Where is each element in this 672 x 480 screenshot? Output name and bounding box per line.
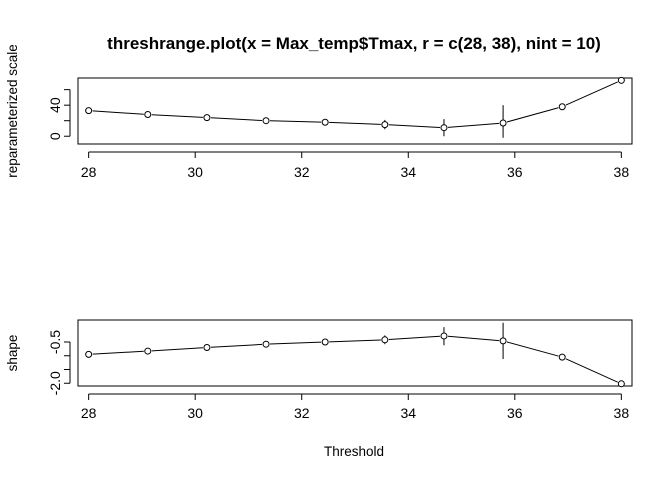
chart-title: threshrange.plot(x = Max_temp$Tmax, r = … xyxy=(107,34,601,53)
data-point xyxy=(440,332,448,340)
series-segment xyxy=(210,343,263,348)
x-tick-label: 38 xyxy=(614,405,630,421)
data-point xyxy=(144,347,152,355)
x-tick-label: 28 xyxy=(81,405,97,421)
data-point xyxy=(440,124,448,132)
y-axis-label: reparameterized scale xyxy=(5,44,20,178)
data-point xyxy=(617,380,625,388)
y-axis-label: shape xyxy=(5,335,20,372)
data-point xyxy=(144,110,152,118)
series-segment xyxy=(92,110,144,115)
data-point xyxy=(203,114,211,122)
x-tick-label: 32 xyxy=(294,164,310,180)
series-segment xyxy=(270,120,322,123)
series-segment xyxy=(565,358,618,383)
data-point xyxy=(499,119,507,127)
series-segment xyxy=(329,339,381,343)
y-tick-label: 40 xyxy=(47,97,63,113)
data-point xyxy=(381,336,389,344)
data-point xyxy=(85,107,93,115)
x-tick-label: 34 xyxy=(400,164,416,180)
series-segment xyxy=(506,107,559,123)
series-segment xyxy=(447,122,500,128)
series-segment xyxy=(92,350,144,355)
data-point xyxy=(558,353,566,361)
series-segment xyxy=(506,341,559,357)
data-point xyxy=(321,118,329,126)
panel-1: 28 30 32 34 36 38 0 40 reparameterized scale xyxy=(5,44,633,180)
x-tick-label: 30 xyxy=(187,164,203,180)
series-segment xyxy=(329,121,381,125)
x-tick-label: 32 xyxy=(294,405,310,421)
data-point xyxy=(85,350,93,358)
series-segment xyxy=(565,81,618,106)
series-segment xyxy=(447,335,500,342)
series-segment xyxy=(388,124,440,128)
data-point xyxy=(321,338,329,346)
data-point xyxy=(262,340,270,348)
x-axis-label: Threshold xyxy=(324,444,384,459)
panel-2: 28 30 32 34 36 38 -2.0 -0.5 shape xyxy=(5,319,633,421)
y-tick-label: -2.0 xyxy=(47,371,63,395)
x-tick-label: 28 xyxy=(81,164,97,180)
series-segment xyxy=(151,114,203,118)
series-segment xyxy=(151,347,203,352)
plot-frame xyxy=(77,319,633,387)
x-tick-label: 30 xyxy=(187,405,203,421)
data-point xyxy=(262,117,270,125)
x-tick-label: 36 xyxy=(507,164,523,180)
series-segment xyxy=(210,117,263,121)
y-tick-label: -0.5 xyxy=(47,330,63,354)
data-point xyxy=(381,121,389,129)
x-tick-label: 38 xyxy=(614,164,630,180)
x-tick-label: 34 xyxy=(400,405,416,421)
series-segment xyxy=(270,341,322,345)
y-tick-label: 0 xyxy=(47,132,63,140)
data-point xyxy=(558,103,566,111)
series-segment xyxy=(388,335,441,341)
x-tick-label: 36 xyxy=(507,405,523,421)
data-point xyxy=(203,344,211,351)
plot-frame xyxy=(77,77,633,145)
data-point xyxy=(499,337,507,345)
data-point xyxy=(617,76,625,84)
